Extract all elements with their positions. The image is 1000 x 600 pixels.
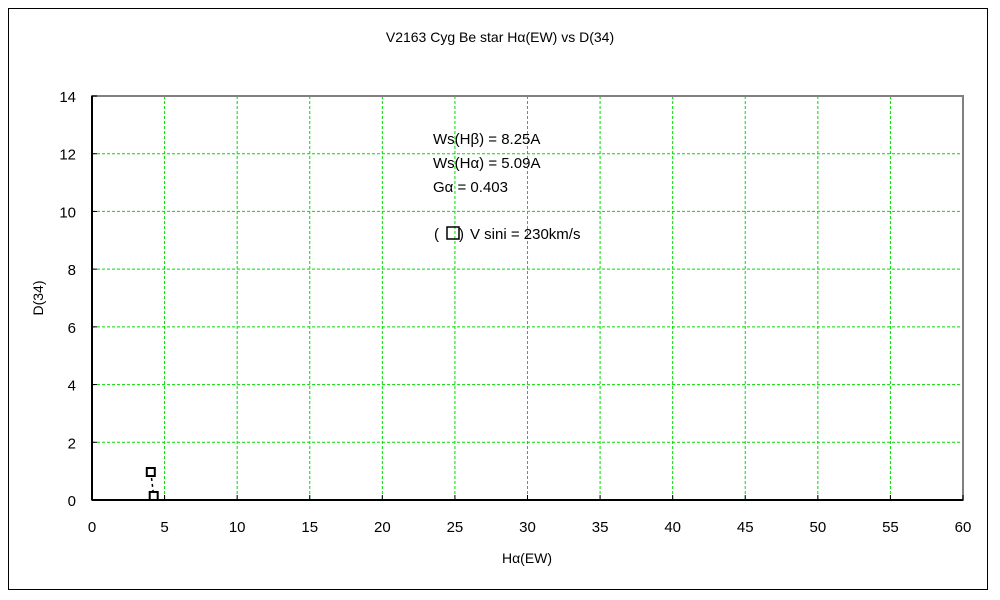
x-axis-label: Hα(EW) [502,550,552,566]
y-tick-label: 8 [68,262,76,279]
y-axis-label: D(34) [30,280,46,315]
y-tick-label: 12 [59,147,76,164]
x-tick-label: 0 [88,519,96,536]
x-tick-label: 40 [664,519,681,536]
x-tick-label: 50 [809,519,826,536]
x-tick-label: 30 [519,519,536,536]
y-tick-label: 10 [59,204,76,221]
y-tick-label: 14 [59,89,76,106]
x-tick-label: 15 [301,519,318,536]
annotation-text: Ws(Hα) = 5.09A [433,155,540,172]
legend-label: V sini = 230km/s [470,226,580,243]
y-tick-label: 2 [68,435,76,452]
x-tick-label: 10 [229,519,246,536]
x-tick-label: 60 [955,519,972,536]
annotation-text: Gα = 0.403 [433,179,508,196]
chart-title: V2163 Cyg Be star Hα(EW) vs D(34) [386,29,614,45]
x-tick-label: 35 [592,519,609,536]
chart-frame [8,8,988,590]
x-tick-label: 25 [447,519,464,536]
legend-paren-open: ( [434,226,439,243]
legend-paren-close: ) [459,226,464,243]
y-tick-label: 6 [68,320,76,337]
data-point [148,490,159,501]
y-tick-label: 0 [68,493,76,510]
x-tick-label: 55 [882,519,899,536]
annotation-text: Ws(Hβ) = 8.25A [433,131,540,148]
data-point [145,467,156,478]
y-tick-label: 4 [68,378,76,395]
x-tick-label: 45 [737,519,754,536]
x-tick-label: 20 [374,519,391,536]
legend-square-marker [446,226,460,240]
x-tick-label: 5 [160,519,168,536]
